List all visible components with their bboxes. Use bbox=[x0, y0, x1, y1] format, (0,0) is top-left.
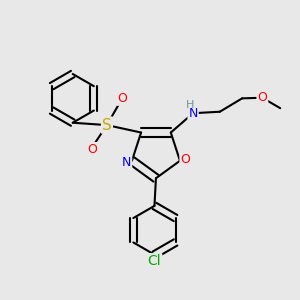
Text: H: H bbox=[186, 100, 194, 110]
Text: S: S bbox=[102, 118, 112, 133]
Text: O: O bbox=[257, 91, 267, 104]
Text: Cl: Cl bbox=[148, 254, 161, 268]
Text: N: N bbox=[122, 156, 131, 169]
Text: O: O bbox=[117, 92, 127, 105]
Text: O: O bbox=[180, 153, 190, 167]
Text: O: O bbox=[87, 143, 97, 156]
Text: N: N bbox=[188, 107, 198, 120]
